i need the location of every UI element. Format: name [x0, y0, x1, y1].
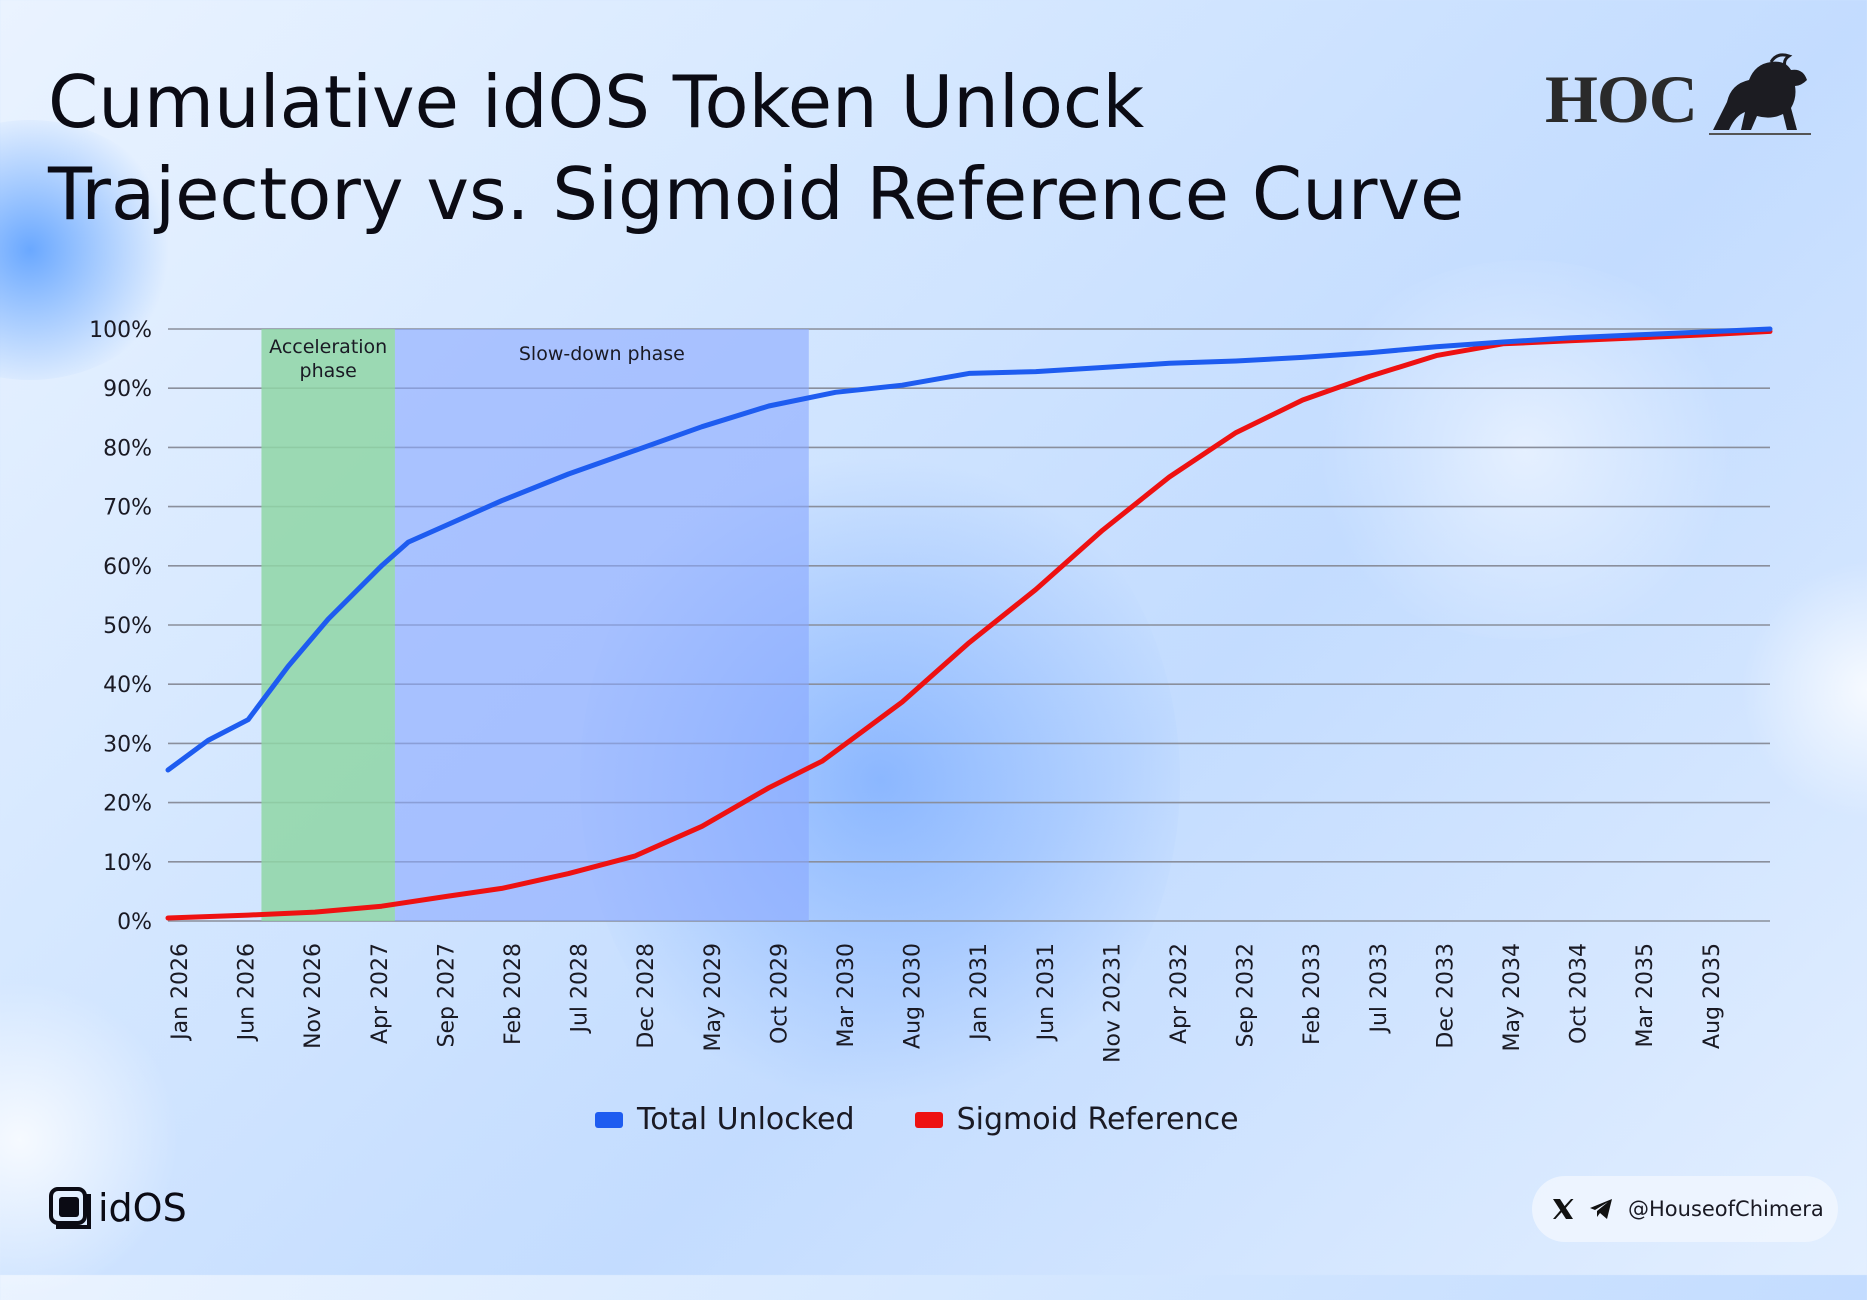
y-tick-label: 70% [103, 496, 152, 521]
phase-band-0 [261, 329, 395, 921]
y-tick-label: 60% [103, 555, 152, 580]
x-tick-label: Dec 2033 [1433, 943, 1458, 1049]
y-tick-label: 20% [103, 792, 152, 817]
x-tick-label: Sep 2032 [1234, 943, 1259, 1047]
y-tick-label: 90% [103, 377, 152, 402]
phase-label-slowdown: Slow-down phase [519, 343, 685, 365]
legend-label-total: Total Unlocked [637, 1102, 855, 1137]
y-tick-label: 50% [103, 614, 152, 639]
x-tick-label: Aug 2035 [1700, 943, 1725, 1049]
y-tick-label: 80% [103, 436, 152, 461]
legend-label-sigmoid: Sigmoid Reference [956, 1102, 1239, 1137]
x-tick-label: Nov 2026 [301, 943, 326, 1049]
legend-item-total: Total Unlocked [595, 1102, 855, 1137]
x-tick-label: Apr 2027 [368, 943, 393, 1044]
x-tick-label: Dec 2028 [634, 943, 659, 1049]
x-tick-label: Jun 2031 [1034, 943, 1059, 1042]
x-tick-label: Feb 2028 [501, 943, 526, 1045]
x-tick-label: Sep 2027 [434, 943, 459, 1047]
idos-logo-text: idOS [98, 1186, 187, 1230]
series [165, 326, 1773, 921]
y-tick-label: 10% [103, 851, 152, 876]
phase-band-1 [394, 329, 809, 921]
chart-title-line-2: Trajectory vs. Sigmoid Reference Curve [48, 152, 1465, 236]
y-tick-label: 40% [103, 673, 152, 698]
x-tick-label: Oct 2034 [1567, 943, 1592, 1044]
hoc-logo-text: HOC [1545, 61, 1698, 137]
x-tick-label: Oct 2029 [767, 943, 792, 1044]
x-tick-label: Jan 2026 [168, 943, 193, 1042]
phase-bands: Acceleration phase Slow-down phase [261, 329, 809, 921]
x-tick-label: Jul 2028 [568, 943, 593, 1035]
x-tick-label: May 2034 [1500, 943, 1525, 1051]
chart-title: Cumulative idOS Token Unlock Trajectory … [48, 56, 1548, 240]
social-handle[interactable]: @HouseofChimera [1628, 1197, 1824, 1221]
hoc-logo: HOC [1545, 50, 1825, 140]
x-tick-label: May 2029 [701, 943, 726, 1051]
x-tick-label: Aug 2030 [901, 943, 926, 1049]
telegram-icon[interactable] [1588, 1196, 1614, 1222]
legend-item-sigmoid: Sigmoid Reference [914, 1102, 1239, 1137]
idos-logo-icon [49, 1187, 91, 1229]
legend-swatch-total [595, 1111, 623, 1128]
series-line-total-unlocked [165, 326, 1773, 773]
phase-label-acceleration: Acceleration phase [269, 336, 387, 382]
x-tick-label: Feb 2033 [1300, 943, 1325, 1045]
social-badge: @HouseofChimera [1532, 1176, 1838, 1242]
x-tick-label: Nov 20231 [1100, 943, 1125, 1063]
x-axis: Jan 2026 Jun 2026 Nov 2026 Apr 2027 Sep 2027… [168, 943, 1725, 1063]
y-tick-label: 30% [103, 732, 152, 757]
y-tick-label: 0% [117, 910, 152, 935]
x-tick-label: Jan 2031 [967, 943, 992, 1042]
y-tick-label: 100% [89, 318, 152, 343]
series-line-sigmoid-reference [165, 328, 1773, 921]
x-tick-label: Jun 2026 [235, 943, 260, 1042]
x-tick-label: Mar 2030 [834, 943, 859, 1048]
lion-icon [1709, 53, 1811, 135]
legend: Total Unlocked Sigmoid Reference [595, 1102, 1239, 1137]
chart-title-line-1: Cumulative idOS Token Unlock [48, 60, 1145, 144]
x-tick-label: Jul 2033 [1367, 943, 1392, 1035]
x-tick-label: Mar 2035 [1633, 943, 1658, 1048]
x-icon[interactable] [1550, 1196, 1576, 1222]
idos-logo: idOS [48, 1186, 187, 1230]
x-tick-label: Apr 2032 [1167, 943, 1192, 1044]
legend-swatch-sigmoid [914, 1111, 943, 1128]
y-axis: 0% 10% 20% 30% 40% 50% 60% 70% 80% 90% 100% [89, 318, 152, 935]
